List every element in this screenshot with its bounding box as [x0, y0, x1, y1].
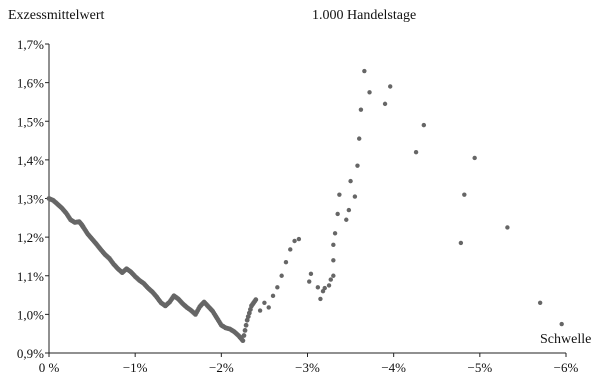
x-tick-label: −3% [295, 360, 320, 375]
scatter-point [279, 273, 284, 278]
tick-labels: 0,9% 1,0% 1,1% 1,2% 1,3% 1,4% 1,5% 1,6% 1,7% 0 % −… [17, 37, 579, 375]
scatter-point [472, 155, 477, 161]
scatter-point [462, 192, 467, 197]
scatter-point [283, 260, 289, 265]
scatter-point [367, 90, 372, 95]
scatter-point [288, 247, 293, 252]
x-tick-label: −5% [467, 360, 492, 375]
scatter-point [241, 333, 247, 338]
scatter-point [355, 163, 360, 168]
scatter-point [331, 242, 336, 248]
scatter-point [357, 136, 362, 141]
scatter-point [240, 338, 246, 344]
x-axis-label: Schwelle [540, 332, 591, 347]
scatter-point [326, 283, 332, 288]
x-tick-label: 0 % [39, 360, 60, 375]
scatter-point [322, 285, 327, 291]
scatter-point [559, 321, 564, 327]
scatter-point [362, 68, 367, 74]
scatter-point [505, 225, 510, 230]
scatter-point [328, 277, 333, 282]
scatter-point [335, 211, 340, 217]
scatter-point [537, 300, 543, 305]
scatter-point [242, 328, 248, 333]
scatter-point [458, 240, 464, 246]
scatter-point [315, 285, 321, 290]
scatter-point [307, 279, 312, 284]
scatter-point [292, 238, 297, 244]
x-tick-label: −4% [381, 360, 406, 375]
scatter-point [332, 231, 338, 236]
scatter-point [358, 107, 364, 112]
x-tick-label: −2% [209, 360, 234, 375]
scatter-point [275, 285, 280, 290]
scatter-point [331, 273, 336, 278]
scatter-point [308, 271, 314, 277]
scatter-point [296, 236, 302, 242]
scatter-point [266, 305, 271, 310]
scatter-point [331, 258, 336, 263]
scatter-point [421, 122, 427, 128]
scatter-point [318, 296, 323, 302]
x-tick-label: −6% [554, 360, 579, 375]
y-tick-label: 1,1% [17, 269, 44, 284]
y-axis-label: Exzessmittelwert [8, 8, 105, 23]
scatter-point [346, 207, 352, 213]
scatter-point [344, 217, 349, 222]
y-tick-label: 0,9% [17, 346, 44, 361]
axes [45, 43, 567, 357]
y-tick-label: 1,3% [17, 192, 44, 207]
scatter-point [382, 101, 388, 107]
scatter-point [253, 297, 259, 303]
scatter-point [388, 84, 393, 89]
scatter-point [262, 300, 267, 305]
scatter-point [352, 194, 358, 199]
scatter-point [337, 192, 342, 197]
chart-title: 1.000 Handelstage [312, 8, 416, 23]
scatter-point [270, 293, 276, 299]
y-tick-label: 1,7% [17, 37, 44, 52]
x-tick-label: −1% [123, 360, 148, 375]
scatter-point [243, 322, 249, 328]
y-tick-label: 1,5% [17, 114, 44, 129]
y-tick-label: 1,6% [17, 76, 44, 91]
y-tick-label: 1,2% [17, 230, 44, 245]
scatter-point [413, 149, 419, 155]
data-points [46, 68, 564, 344]
y-tick-label: 1,4% [17, 153, 44, 168]
scatter-point [257, 308, 263, 313]
y-tick-label: 1,0% [17, 307, 44, 322]
scatter-point [348, 178, 353, 184]
